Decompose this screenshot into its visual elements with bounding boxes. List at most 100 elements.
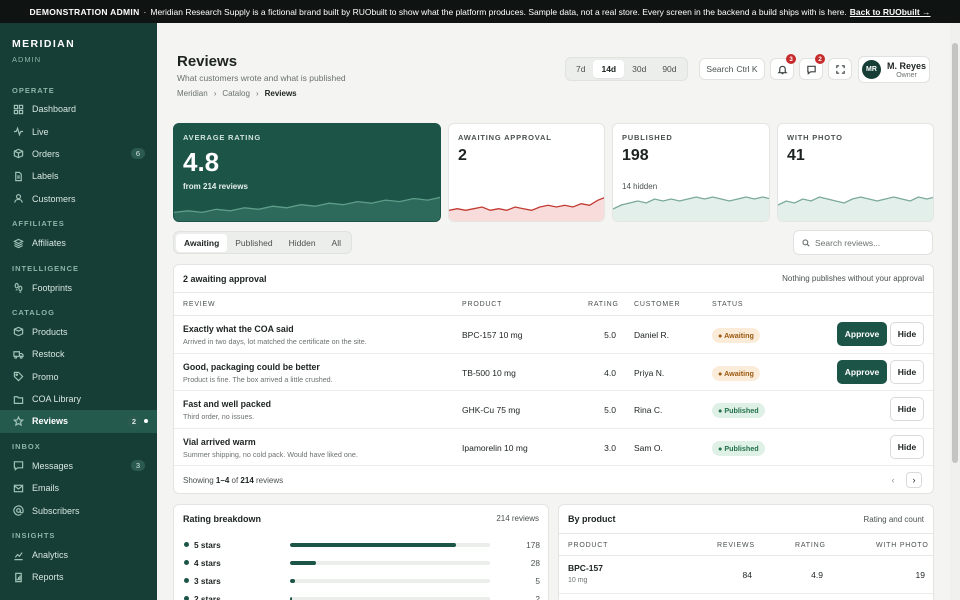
sidebar-item-emails[interactable]: Emails (0, 477, 157, 499)
sidebar-item-analytics[interactable]: Analytics (0, 544, 157, 566)
table-row[interactable]: Good, packaging could be better Product i… (174, 354, 933, 391)
sidebar-item-products[interactable]: Products (0, 321, 157, 343)
document-icon (12, 170, 24, 182)
expand-icon (835, 64, 845, 74)
tab-awaiting[interactable]: Awaiting (176, 233, 228, 252)
sidebar-item-live[interactable]: Live (0, 120, 157, 142)
sidebar-item-orders[interactable]: Orders 6 (0, 143, 157, 165)
stat-published: PUBLISHED 198 14 hidden (612, 123, 770, 222)
sidebar-item-label: Restock (32, 349, 65, 360)
by-product-columns: PRODUCT REVIEWS RATING WITH PHOTO (559, 533, 933, 556)
sidebar-item-coa-library[interactable]: COA Library (0, 388, 157, 410)
tab-published[interactable]: Published (235, 237, 273, 248)
reviews-table: 2 awaiting approval Nothing publishes wi… (173, 264, 934, 494)
sidebar-item-customers[interactable]: Customers (0, 188, 157, 210)
by-product: By product Rating and count PRODUCT REVI… (558, 504, 934, 600)
global-search-button[interactable]: Search Ctrl K (699, 58, 765, 80)
product-photo-count: 19 (915, 570, 925, 580)
review-body: Summer shipping, no cold pack. Would hav… (183, 449, 358, 459)
sparkline-published (613, 196, 769, 221)
page-scrollbar[interactable] (950, 23, 960, 600)
range-90d[interactable]: 90d (662, 64, 677, 74)
approve-button[interactable]: Approve (837, 322, 887, 346)
star-count: 2 (535, 594, 540, 600)
sidebar-item-label: Orders (32, 148, 60, 159)
approve-button[interactable]: Approve (837, 359, 887, 384)
sparkline-line (778, 196, 933, 206)
sidebar-item-dashboard[interactable]: Dashboard (0, 98, 157, 120)
breakdown-rows: 5 stars 178 4 stars 28 3 stars 5 2 stars 2 (174, 532, 548, 600)
range-30d[interactable]: 30d (632, 64, 647, 74)
product-reviews: 84 (742, 570, 752, 580)
user-role: Owner (896, 71, 917, 79)
table-row[interactable]: Fast and well packed Third order, no issu… (174, 391, 933, 429)
main-content: Reviews What customers wrote and what is… (157, 23, 950, 600)
stat-label: AVERAGE RATING (183, 133, 262, 142)
global-search-label: Search (706, 64, 734, 74)
sidebar-item-footprints[interactable]: Footprints (0, 276, 157, 298)
col-rating: RATING (588, 301, 619, 308)
breakdown-bar-fill (290, 543, 456, 547)
breadcrumb-meridian[interactable]: Meridian (177, 89, 208, 98)
tab-hidden[interactable]: Hidden (288, 237, 316, 248)
fullscreen-button[interactable] (828, 58, 852, 80)
breadcrumb-catalog[interactable]: Catalog (222, 89, 250, 98)
sidebar-item-label: Products (32, 326, 68, 337)
sidebar-item-reports[interactable]: Reports (0, 566, 157, 588)
review-product: GHK-Cu 75 mg (462, 405, 521, 415)
sidebar-item-messages[interactable]: Messages 3 (0, 455, 157, 477)
next-page-button[interactable]: › (906, 472, 922, 488)
stat-note: 14 hidden (622, 182, 658, 191)
messages-button[interactable]: 2 (799, 54, 825, 80)
hide-button[interactable]: Hide (890, 322, 924, 346)
sidebar-item-subscribers[interactable]: Subscribers (0, 499, 157, 521)
stat-label: AWAITING APPROVAL (458, 133, 552, 142)
sidebar-item-affiliates[interactable]: Affiliates (0, 232, 157, 254)
active-indicator (144, 419, 148, 424)
range-14d[interactable]: 14d (593, 60, 625, 78)
breakdown-bar (290, 543, 490, 547)
star-label: 3 stars (194, 576, 221, 586)
review-rating: 5.0 (604, 405, 616, 415)
by-product-row[interactable]: BPC-157 10 mg 84 4.9 19 (559, 556, 933, 594)
table-columns: REVIEW PRODUCT RATING CUSTOMER STATUS (174, 293, 933, 316)
hide-button[interactable]: Hide (890, 397, 924, 421)
back-to-ruobuilt-link[interactable]: Back to RUObuilt → (849, 6, 931, 17)
sparkline-line (174, 196, 440, 214)
sidebar: MERIDIAN ADMIN OPERATE Dashboard Live Order… (0, 23, 157, 600)
section-insights: INSIGHTS (12, 531, 56, 541)
breakdown-row: 5 stars 178 (174, 536, 548, 554)
sidebar-item-restock[interactable]: Restock (0, 343, 157, 365)
search-reviews-input[interactable] (815, 237, 925, 248)
hide-button[interactable]: Hide (890, 434, 924, 459)
review-customer: Priya N. (634, 367, 665, 378)
package-icon (12, 326, 24, 338)
range-7d[interactable]: 7d (576, 64, 586, 74)
sparkline-line (613, 196, 769, 210)
notifications-badge: 3 (786, 54, 796, 64)
table-footer: Showing 1–4 of 214 reviews ‹ › (174, 466, 933, 493)
sidebar-item-reviews[interactable]: Reviews 2 (0, 410, 157, 433)
stat-label: PUBLISHED (622, 133, 673, 142)
review-title: Vial arrived warm (183, 436, 256, 447)
brand-name[interactable]: MERIDIAN (12, 38, 76, 50)
scrollbar-thumb[interactable] (952, 43, 958, 463)
hide-button[interactable]: Hide (890, 359, 924, 384)
table-row[interactable]: Exactly what the COA said Arrived in two … (174, 316, 933, 354)
breakdown-header: Rating breakdown 214 reviews (174, 505, 548, 532)
product-size: 10 mg (568, 577, 588, 584)
breakdown-row: 3 stars 5 (174, 572, 548, 590)
notifications-button[interactable]: 3 (770, 54, 796, 80)
rating-breakdown: Rating breakdown 214 reviews 5 stars 178 4… (173, 504, 549, 600)
sidebar-item-labels[interactable]: Labels (0, 165, 157, 187)
sparkline-area (778, 197, 933, 221)
user-menu[interactable]: MR M. Reyes Owner (858, 56, 930, 83)
review-body: Third order, no issues. (183, 412, 255, 421)
prev-page-button[interactable]: ‹ (891, 475, 895, 485)
star-label: 2 stars (194, 594, 221, 600)
col-status: STATUS (712, 301, 744, 308)
sidebar-item-promo[interactable]: Promo (0, 366, 157, 388)
report-icon (12, 571, 24, 583)
tab-all[interactable]: All (331, 237, 341, 248)
table-row[interactable]: Vial arrived warm Summer shipping, no col… (174, 429, 933, 466)
